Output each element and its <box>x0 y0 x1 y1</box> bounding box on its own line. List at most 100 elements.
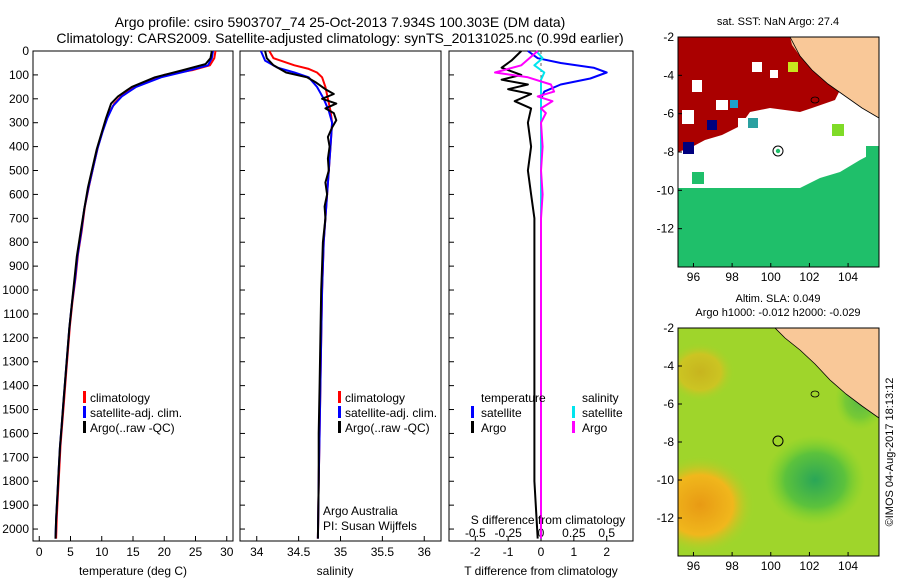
series-salinity-argo <box>494 50 556 539</box>
map-x-tick-label: 104 <box>838 270 858 284</box>
credit-label: ©IMOS 04-Aug-2017 18:13:12 <box>884 378 896 527</box>
salinity-panel <box>239 50 442 542</box>
series-climatology <box>55 50 217 539</box>
legend-swatch-argo <box>338 421 341 433</box>
sst-map-title: sat. SST: NaN Argo: 27.4 <box>717 16 839 28</box>
map-y-tick-label: -8 <box>663 435 674 449</box>
depth-tick-label: 800 <box>9 235 29 249</box>
depth-tick-label: 1800 <box>2 474 29 488</box>
depth-tick-label: 1300 <box>2 355 29 369</box>
map-x-tick-label: 96 <box>687 559 701 573</box>
map-y-tick-label: -8 <box>663 145 674 159</box>
map-x-tick-label: 98 <box>725 270 739 284</box>
sla-island <box>810 390 820 398</box>
difference-chart: -2 -1 0 1 2-0.5 -0.25 0 0.25 0.5 <box>449 50 615 559</box>
x-tick-label: -2 <box>470 545 481 559</box>
depth-tick-label: 700 <box>9 211 29 225</box>
sla-map <box>678 328 879 556</box>
sla-land-coast <box>774 328 879 419</box>
map-y-tick-label: -2 <box>663 321 674 335</box>
depth-tick-label: 1400 <box>2 379 29 393</box>
top-tick-label: -0.5 <box>465 526 486 540</box>
x-tick-label: 35 <box>334 545 348 559</box>
legend-label-sal-argo: Argo <box>582 421 608 435</box>
legend-label-temp-argo: Argo <box>481 421 507 435</box>
sst-cell <box>730 100 738 108</box>
sla-warm-anomaly <box>678 455 755 555</box>
x-tick-label: 35.5 <box>371 545 395 559</box>
sst-cell <box>788 62 798 72</box>
x-tick-label: 5 <box>67 545 74 559</box>
depth-tick-label: 300 <box>9 116 29 130</box>
series-salinity-satellite <box>533 50 546 539</box>
sst-land <box>790 37 879 118</box>
difference-xlabel-top: S difference from climatology <box>471 513 626 527</box>
sst-gap-cell <box>692 80 702 92</box>
sla-map-title-2: Argo h1000: -0.012 h2000: -0.029 <box>695 307 860 319</box>
argo-position-marker <box>772 145 784 157</box>
argo-position-dot <box>775 148 781 154</box>
map-x-tick-label: 102 <box>799 270 819 284</box>
map-y-tick-label: -10 <box>657 183 675 197</box>
map-x-tick-label: 96 <box>687 270 701 284</box>
sst-cell <box>832 124 844 136</box>
depth-tick-label: 200 <box>9 92 29 106</box>
series-argo-raw-qc <box>54 50 213 539</box>
x-tick-label: -1 <box>503 545 514 559</box>
x-tick-label: 15 <box>126 545 140 559</box>
legend-label-temp-satellite: satellite <box>481 406 522 420</box>
salinity-legend: climatology satellite-adj. clim. Argo(..… <box>338 391 437 435</box>
depth-tick-label: 600 <box>9 187 29 201</box>
x-tick-label: 2 <box>603 545 610 559</box>
title-line-2: Climatology: CARS2009. Satellite-adjuste… <box>56 30 623 46</box>
depth-tick-label: 400 <box>9 140 29 154</box>
series-temperature-satellite <box>527 50 608 539</box>
legend-label-satellite: satellite-adj. clim. <box>345 406 437 420</box>
map-x-tick-label: 100 <box>761 559 781 573</box>
sst-land-coast <box>789 37 879 119</box>
legend-swatch-climatology <box>338 391 341 403</box>
sst-map <box>678 37 879 267</box>
sst-cell <box>748 118 758 128</box>
depth-tick-label: 1200 <box>2 331 29 345</box>
temperature-chart: 0 5 10 15 20 25 30 <box>36 50 234 559</box>
legend-swatch-climatology <box>83 391 86 403</box>
difference-xlabel: T difference from climatology <box>464 564 618 578</box>
x-tick-label: 30 <box>220 545 234 559</box>
sst-cell <box>770 70 778 78</box>
sla-warm-anomaly-north <box>678 342 735 402</box>
map-y-tick-label: -10 <box>657 473 675 487</box>
top-tick-label: -0.25 <box>494 526 522 540</box>
difference-legend: temperature satellite Argo salinity sate… <box>471 391 623 435</box>
sst-cell <box>707 120 717 130</box>
map-y-tick-label: -2 <box>663 30 674 44</box>
map-x-tick-label: 98 <box>725 559 739 573</box>
legend-label-argo: Argo(..raw -QC) <box>345 421 430 435</box>
top-tick-label: 0.25 <box>562 526 586 540</box>
salinity-xlabel: salinity <box>317 564 354 578</box>
legend-label-argo: Argo(..raw -QC) <box>90 421 175 435</box>
map-y-tick-label: -6 <box>663 107 674 121</box>
depth-tick-label: 900 <box>9 259 29 273</box>
sst-cool-water-edge <box>800 150 879 188</box>
x-tick-label: 25 <box>189 545 203 559</box>
sst-gap-cell <box>738 118 748 128</box>
x-tick-label: 20 <box>158 545 172 559</box>
sst-gap-cell <box>752 62 762 72</box>
sst-island <box>810 96 820 104</box>
sla-cool-anomaly <box>765 435 865 525</box>
depth-axis: 0 100 200 300 400 500 600 700 800 900 1000 1100 1200… <box>2 44 38 536</box>
map-y-tick-label: -12 <box>657 511 675 525</box>
x-tick-label: 36 <box>418 545 432 559</box>
temperature-legend: climatology satellite-adj. clim. Argo(..… <box>83 391 182 435</box>
legend-swatch-argo <box>83 421 86 433</box>
sst-cell <box>866 146 879 160</box>
legend-label-climatology: climatology <box>345 391 405 405</box>
legend-label-satellite: satellite-adj. clim. <box>90 406 182 420</box>
map-y-tick-label: -6 <box>663 397 674 411</box>
map-x-tick-label: 100 <box>761 270 781 284</box>
top-tick-label: 0.5 <box>598 526 615 540</box>
annotation-pi: PI: Susan Wijffels <box>323 519 417 533</box>
legend-swatch-satellite <box>83 406 86 418</box>
